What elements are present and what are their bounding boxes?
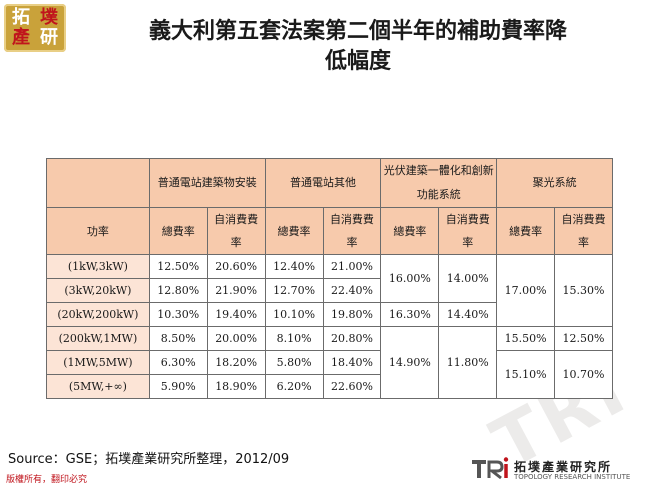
- other-self-rate: 22.60%: [322, 374, 382, 399]
- other-total-rate: 12.70%: [264, 278, 324, 303]
- power-range-label: (1MW,5MW): [46, 350, 150, 375]
- copyright-notice: 版權所有，翻印必究: [6, 475, 88, 485]
- group-header-bipv: 光伏建築一體化和創新功能系統: [380, 158, 498, 208]
- table-row: (20kW,200kW) 10.30% 19.40% 10.10% 19.80%…: [46, 302, 613, 327]
- source-note: Source：GSE；拓墣產業研究所整理，2012/09: [8, 452, 290, 467]
- table-row: (200kW,1MW) 8.50% 20.00% 8.10% 20.80% 14…: [46, 326, 613, 399]
- bipv-total-rate: 14.90%: [380, 326, 440, 399]
- other-self-rate: 18.40%: [322, 350, 382, 375]
- other-total-rate: 8.10%: [264, 326, 324, 351]
- building-self-rate: 18.20%: [206, 350, 266, 375]
- sub-header-self: 自消費費率: [322, 207, 382, 255]
- sub-header-total: 總費率: [496, 207, 556, 255]
- other-self-rate: 19.80%: [322, 302, 382, 327]
- other-self-rate: 20.80%: [322, 326, 382, 351]
- building-self-rate: 20.60%: [206, 254, 266, 279]
- table-row: (3kW,20kW) 12.80% 21.90% 12.70% 22.40%: [46, 278, 613, 303]
- other-total-rate: 5.80%: [264, 350, 324, 375]
- power-range-label: (1kW,3kW): [46, 254, 150, 279]
- bipv-self-rate: 14.00%: [438, 254, 498, 303]
- building-total-rate: 5.90%: [148, 374, 208, 399]
- tri-logo-icon: [472, 457, 509, 480]
- building-total-rate: 6.30%: [148, 350, 208, 375]
- bipv-total-rate: 16.00%: [380, 254, 440, 303]
- bipv-self-rate: 11.80%: [438, 326, 498, 399]
- building-total-rate: 12.80%: [148, 278, 208, 303]
- tri-company-name: 拓墣產業研究所: [514, 460, 613, 474]
- sub-header-total: 總費率: [148, 207, 208, 255]
- cpv-self-rate: 15.30%: [554, 254, 613, 327]
- slide-title-line1: 義大利第五套法案第二個半年的補助費率降: [148, 18, 567, 44]
- group-header-other: 普通電站其他: [264, 158, 382, 208]
- table-row: (1MW,5MW) 6.30% 18.20% 5.80% 18.40% 15.1…: [46, 350, 613, 399]
- brand-logo: 拓 墣 產 研: [4, 4, 66, 52]
- power-range-label: (5MW,+∞): [46, 374, 150, 399]
- power-range-label: (20kW,200kW): [46, 302, 150, 327]
- table-row: (5MW,+∞) 5.90% 18.90% 6.20% 22.60%: [46, 374, 613, 399]
- logo-char-2: 墣: [40, 7, 58, 28]
- cpv-self-rate: 10.70%: [554, 350, 613, 399]
- row-header-power: 功率: [46, 207, 150, 255]
- slide-title: 義大利第五套法案第二個半年的補助費率降 低幅度: [78, 16, 638, 76]
- other-self-rate: 21.00%: [322, 254, 382, 279]
- group-header-building: 普通電站建築物安裝: [148, 158, 266, 208]
- cpv-self-rate: 12.50%: [554, 326, 613, 351]
- power-range-label: (3kW,20kW): [46, 278, 150, 303]
- bipv-self-rate: 14.40%: [438, 302, 498, 327]
- bipv-total-rate: 16.30%: [380, 302, 440, 327]
- other-total-rate: 6.20%: [264, 374, 324, 399]
- other-total-rate: 12.40%: [264, 254, 324, 279]
- other-self-rate: 22.40%: [322, 278, 382, 303]
- slide-title-line2: 低幅度: [324, 48, 391, 74]
- sub-header-self: 自消費費率: [438, 207, 498, 255]
- sub-header-row: 功率 總費率 自消費費率 總費率 自消費費率 總費率 自消費費率 總費率 自消費…: [46, 207, 613, 255]
- building-self-rate: 20.00%: [206, 326, 266, 351]
- logo-char-3: 產: [12, 27, 30, 48]
- building-total-rate: 8.50%: [148, 326, 208, 351]
- tri-company-subtitle: TOPOLOGY RESEARCH INSTITUTE: [514, 473, 631, 481]
- corner-cell: [46, 158, 150, 208]
- cpv-total-rate: 15.50%: [496, 326, 556, 351]
- sub-header-self: 自消費費率: [206, 207, 266, 255]
- group-header-cpv: 聚光系統: [496, 158, 613, 208]
- sub-header-self: 自消費費率: [554, 207, 613, 255]
- building-self-rate: 18.90%: [206, 374, 266, 399]
- table-row: (1kW,3kW) 12.50% 20.60% 12.40% 21.00% 16…: [46, 254, 613, 327]
- building-total-rate: 12.50%: [148, 254, 208, 279]
- building-self-rate: 19.40%: [206, 302, 266, 327]
- sub-header-total: 總費率: [380, 207, 440, 255]
- other-total-rate: 10.10%: [264, 302, 324, 327]
- group-header-row: 普通電站建築物安裝 普通電站其他 光伏建築一體化和創新功能系統 聚光系統: [46, 158, 613, 208]
- building-self-rate: 21.90%: [206, 278, 266, 303]
- power-range-label: (200kW,1MW): [46, 326, 150, 351]
- logo-char-1: 拓: [12, 7, 30, 28]
- logo-char-4: 研: [40, 27, 58, 48]
- subsidy-rate-table: 普通電站建築物安裝 普通電站其他 光伏建築一體化和創新功能系統 聚光系統 功率 …: [46, 158, 613, 399]
- cpv-total-rate: 15.10%: [496, 350, 556, 399]
- cpv-total-rate: 17.00%: [496, 254, 556, 327]
- building-total-rate: 10.30%: [148, 302, 208, 327]
- sub-header-total: 總費率: [264, 207, 324, 255]
